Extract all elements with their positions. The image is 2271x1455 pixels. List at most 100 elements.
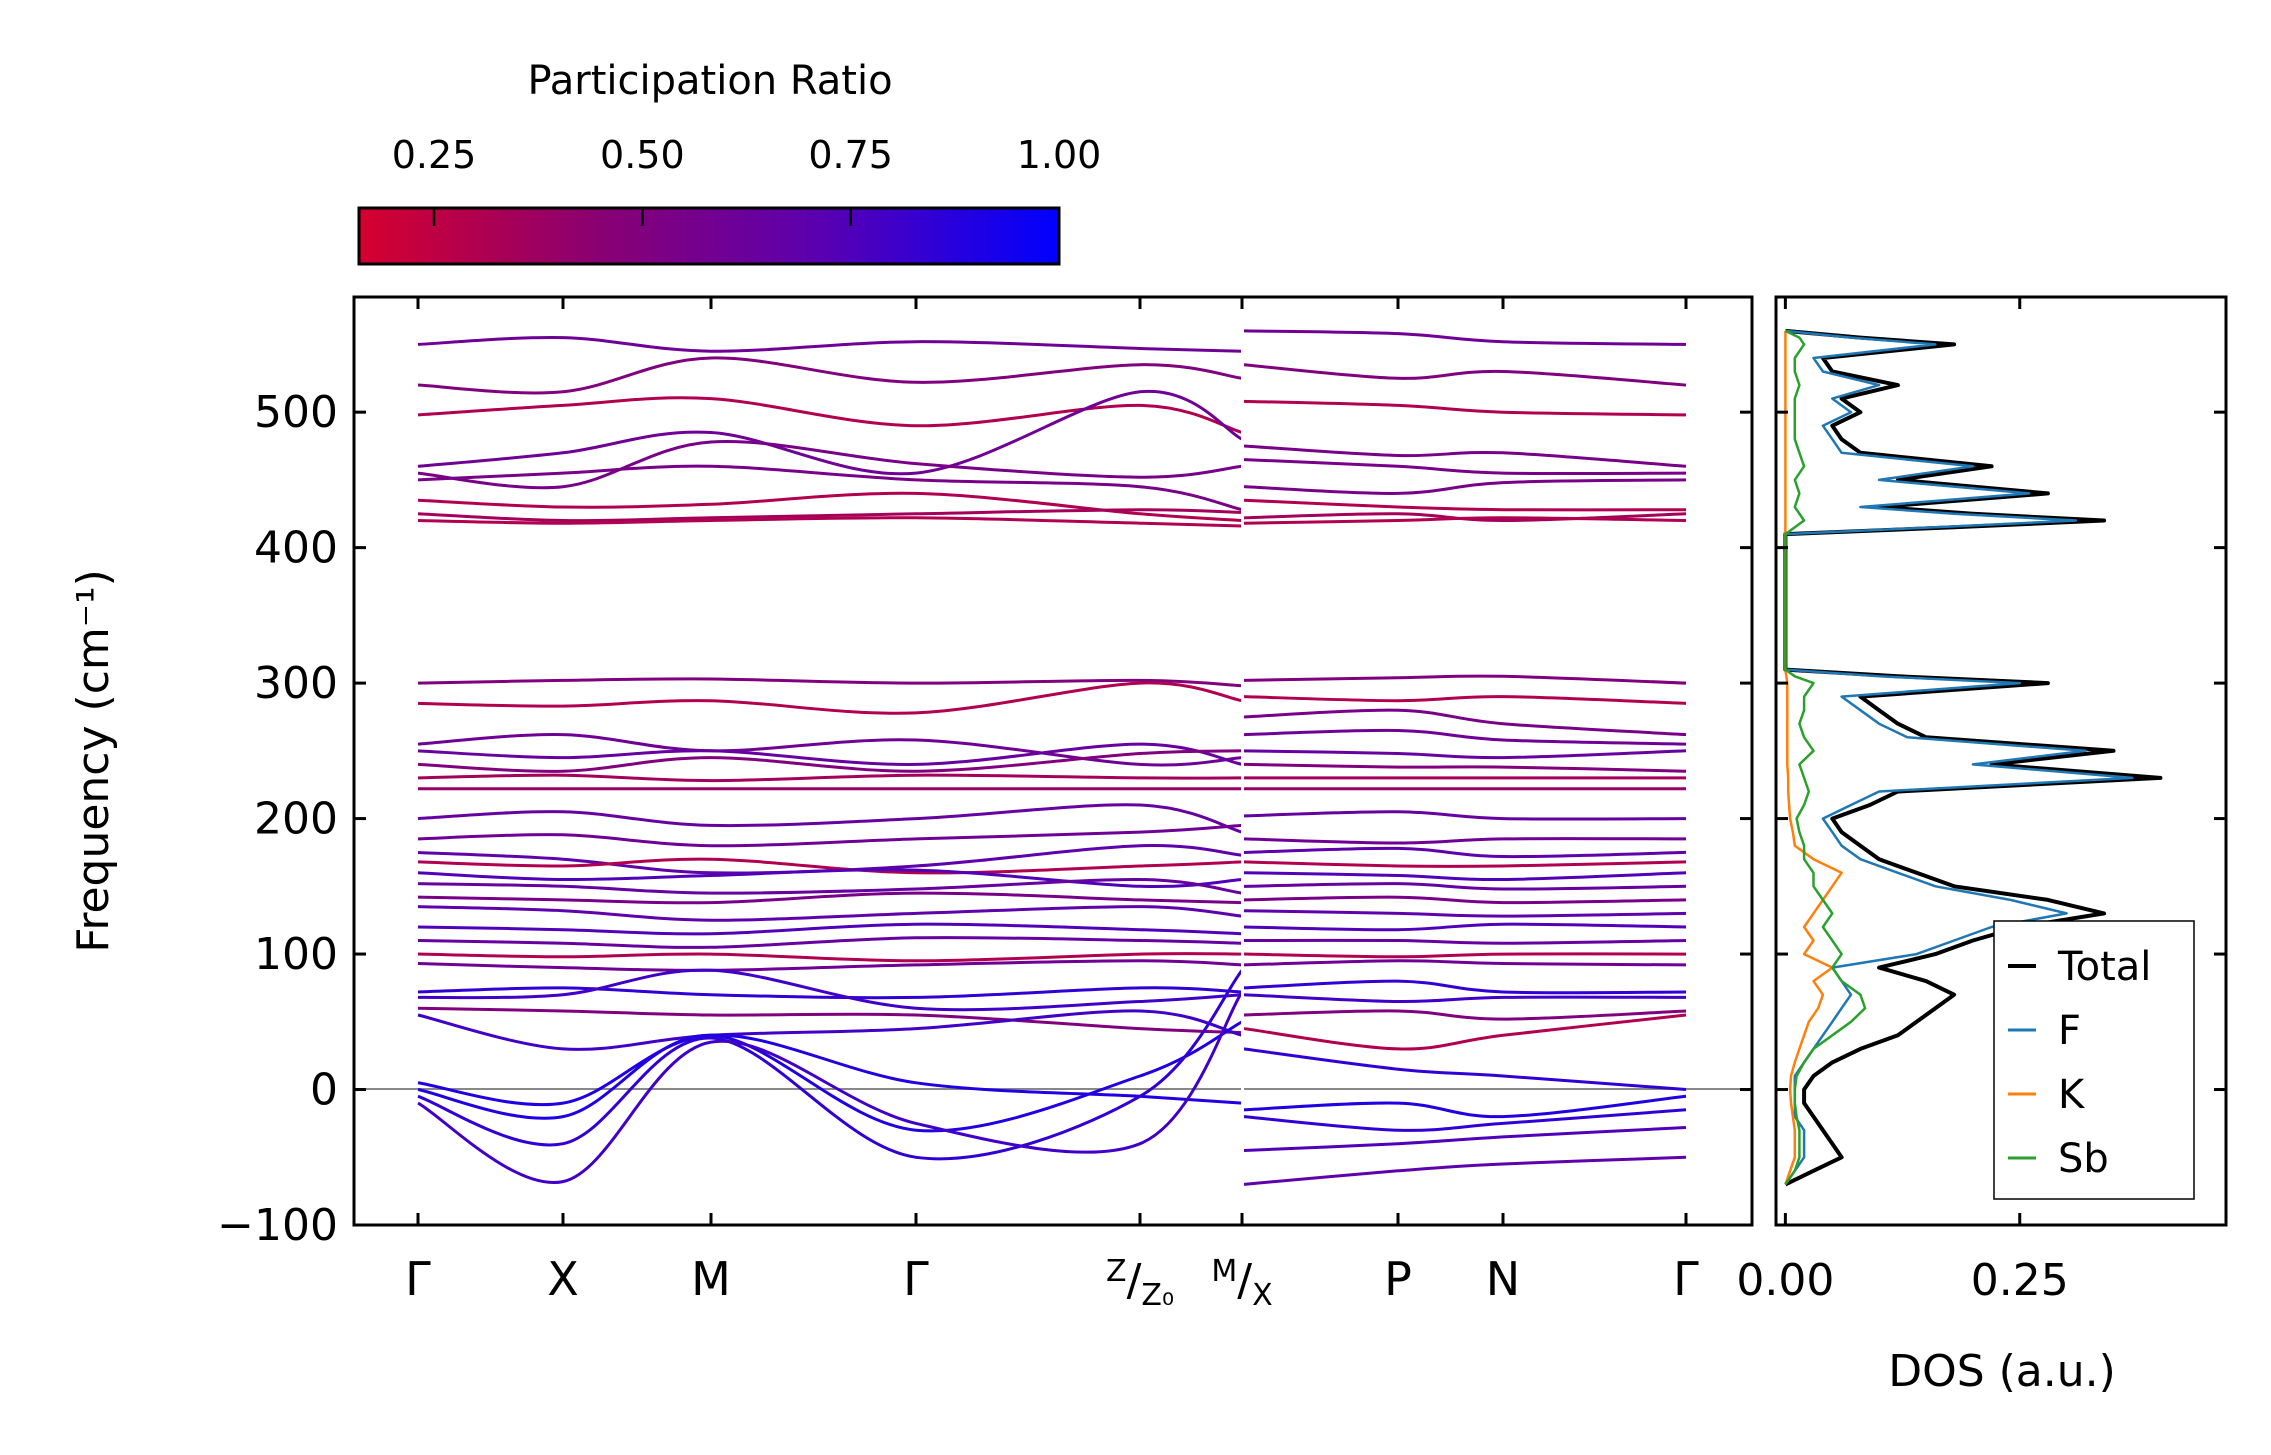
phonon-band	[417, 986, 1243, 1000]
phonon-band	[417, 877, 1243, 895]
dos-series-sb	[1784, 329, 1867, 1186]
phonon-band	[1243, 871, 1687, 882]
x-path-label: M	[691, 1252, 731, 1306]
phonon-band	[1243, 708, 1687, 737]
colorbar-ticks: 0.25 0.50 0.75 1.00	[392, 133, 1102, 226]
phonon-band	[1243, 458, 1687, 476]
x-path-label: N	[1486, 1252, 1520, 1306]
y-tick-label: 400	[254, 523, 338, 574]
dos-axes-frame	[1774, 295, 2228, 1227]
dos-series-k	[1784, 330, 1843, 1185]
phonon-band	[1243, 1155, 1687, 1186]
phonon-band	[1243, 329, 1687, 346]
legend-label: Total	[2057, 944, 2151, 990]
segment-break	[1241, 297, 1244, 1225]
phonon-band	[417, 464, 1243, 512]
phonon-band	[417, 968, 1243, 1012]
phonon-band	[417, 922, 1243, 936]
phonon-band	[1243, 674, 1687, 685]
phonon-band	[417, 491, 1243, 522]
x-path-label: Γ	[903, 1252, 929, 1306]
phonon-band	[417, 396, 1243, 434]
colorbar: Participation Ratio 0.25 0.50 0.75 1.00	[357, 58, 1102, 266]
phonon-band	[1243, 909, 1687, 918]
colorbar-tick-label: 0.50	[600, 133, 685, 177]
dos-panel: 0.00 0.25 DOS (a.u.) Total FK Sb	[1736, 295, 2228, 1397]
phonon-band	[417, 991, 1244, 1185]
phonon-band	[417, 905, 1243, 922]
phonon-band	[1243, 895, 1687, 905]
x-path-label: X	[547, 1252, 579, 1306]
phonon-band	[417, 959, 1243, 972]
y-axis: −100 0 100 200 300 400 500	[217, 387, 1752, 1251]
legend: Total FK Sb	[1993, 920, 2195, 1200]
phonon-band	[417, 823, 1243, 848]
phonon-band	[417, 952, 1243, 963]
phonon-band	[417, 868, 1243, 889]
phonon-band	[417, 749, 1243, 773]
phonon-band	[1243, 882, 1687, 891]
x-path-label: P	[1384, 1252, 1412, 1306]
phonon-band	[1243, 1094, 1687, 1119]
phonon-band	[417, 742, 1243, 766]
colorbar-title: Participation Ratio	[527, 58, 892, 104]
y-tick-label: 100	[254, 929, 338, 980]
phonon-band	[1243, 837, 1687, 845]
phonon-band	[1243, 516, 1687, 525]
phonon-band	[417, 1006, 1243, 1035]
phonon-band	[1243, 444, 1687, 468]
phonon-band	[417, 936, 1243, 949]
colorbar-tick-label: 0.25	[392, 133, 477, 177]
x-path-label: Γ	[1673, 1252, 1699, 1306]
phonon-band	[1243, 810, 1687, 821]
phonon-band	[417, 508, 1243, 523]
phonon-band	[1243, 399, 1687, 417]
phonon-band	[1243, 1013, 1687, 1051]
phonon-band	[1243, 749, 1687, 760]
y-tick-label: 200	[254, 794, 338, 845]
phonon-band	[417, 1009, 1243, 1051]
phonon-band	[417, 677, 1243, 688]
band-axes-frame	[352, 295, 1754, 1227]
phonon-band	[1243, 1047, 1687, 1091]
phonon-band	[1243, 846, 1687, 859]
x-path-label: M/X	[1211, 1254, 1272, 1313]
phonon-band	[1243, 363, 1687, 387]
phonon-band	[417, 857, 1243, 875]
phonon-band	[1243, 860, 1687, 869]
phonon-band	[1243, 1108, 1687, 1132]
phonon-band	[1243, 959, 1687, 967]
y-tick-label: 500	[254, 387, 338, 438]
x-path-label: Γ	[405, 1252, 431, 1306]
phonon-band	[417, 733, 1243, 767]
dos-x-axis: 0.00 0.25	[1736, 297, 2226, 1306]
phonon-band	[417, 516, 1243, 528]
phonon-band	[417, 335, 1243, 353]
legend-label: Sb	[2058, 1136, 2109, 1182]
phonon-band	[1243, 952, 1687, 959]
phonon-band	[417, 891, 1243, 905]
dos-series-total	[1783, 328, 2163, 1187]
phonon-band	[417, 803, 1243, 834]
phonon-band	[1243, 938, 1687, 945]
y-tick-label: 0	[310, 1065, 338, 1116]
phonon-band	[417, 356, 1243, 395]
phonon-band	[1243, 762, 1687, 773]
phonon-band	[417, 773, 1243, 783]
colorbar-gradient	[357, 206, 1061, 266]
phonon-band	[417, 969, 1244, 1161]
colorbar-tick-label: 1.00	[1017, 133, 1102, 177]
phonon-band	[1243, 979, 1687, 995]
y-tick-label: −100	[217, 1200, 338, 1251]
legend-label: K	[2058, 1072, 2086, 1118]
legend-label: F	[2058, 1008, 2081, 1054]
colorbar-tick-label: 0.75	[808, 133, 893, 177]
legend-entries: Total FK Sb	[2008, 944, 2151, 1182]
phonon-band	[1243, 695, 1687, 705]
dos-curves	[1783, 328, 2163, 1187]
y-tick-label: 300	[254, 658, 338, 709]
dos-x-tick-label: 0.00	[1736, 1255, 1834, 1306]
phonon-band	[1243, 1009, 1687, 1021]
x-path-label: Z/Z₀	[1106, 1254, 1174, 1313]
